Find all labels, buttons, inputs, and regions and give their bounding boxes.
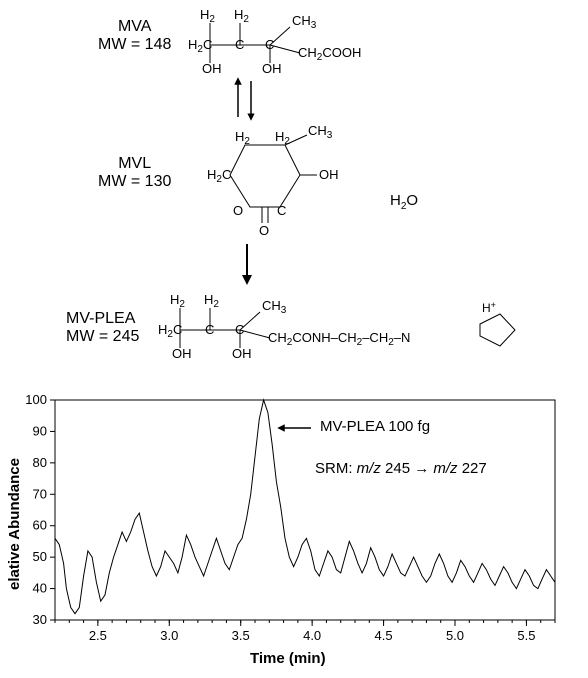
mvl-mw: MW = 130 [98, 173, 171, 191]
svg-text:4.0: 4.0 [303, 628, 321, 643]
svg-text:C: C [277, 203, 286, 218]
svg-text:C: C [235, 322, 244, 337]
mvplea-mw: MW = 245 [66, 328, 139, 346]
srm-annotation: SRM: m/z 245 → m/z 227 [315, 460, 487, 477]
svg-text:5.5: 5.5 [517, 628, 535, 643]
srm-val1: 245 → [381, 460, 434, 477]
peak-annotation: MV-PLEA 100 fg [320, 418, 430, 435]
svg-text:CH3: CH3 [262, 298, 287, 316]
svg-text:O: O [233, 203, 243, 218]
equilibrium-arrow [225, 75, 265, 123]
down-arrow [232, 240, 262, 288]
mvplea-name: MV-PLEA [66, 310, 135, 327]
mvplea-label: MV-PLEA MW = 245 [66, 310, 139, 346]
mva-mw: MW = 148 [98, 36, 171, 54]
water-byproduct: H2O [365, 175, 418, 229]
srm-prefix: SRM: [315, 460, 357, 477]
svg-text:4.5: 4.5 [375, 628, 393, 643]
svg-text:C: C [235, 37, 244, 52]
svg-text:5.0: 5.0 [446, 628, 464, 643]
svg-text:C: C [265, 37, 274, 52]
y-axis-label: elative Abundance [6, 458, 23, 590]
svg-text:H2: H2 [170, 292, 185, 310]
svg-text:H2: H2 [204, 292, 219, 310]
svg-text:OH: OH [232, 346, 252, 361]
svg-text:40: 40 [33, 581, 47, 596]
mva-label: MVA MW = 148 [98, 18, 171, 54]
mvl-structure: H2 H2 H2C CH3 OH O C O [195, 125, 355, 240]
svg-text:H2: H2 [200, 7, 215, 25]
h2o-h: H [390, 192, 401, 209]
svg-text:3.0: 3.0 [160, 628, 178, 643]
srm-val2: 227 [458, 460, 487, 477]
mva-name: MVA [118, 18, 151, 35]
x-axis-label: Time (min) [250, 650, 326, 667]
svg-text:90: 90 [33, 423, 47, 438]
svg-text:2.5: 2.5 [89, 628, 107, 643]
svg-text:OH: OH [172, 346, 192, 361]
svg-text:H2: H2 [275, 129, 290, 147]
srm-mz1: m/z [357, 460, 381, 477]
svg-text:50: 50 [33, 549, 47, 564]
svg-text:H+: H+ [482, 300, 496, 315]
svg-text:3.5: 3.5 [232, 628, 250, 643]
mvplea-structure: H2 H2 H2C C C CH3 CH2CONH–CH2–CH2–N OH O… [150, 290, 550, 370]
svg-text:CH2CONH–CH2–CH2–N: CH2CONH–CH2–CH2–N [268, 330, 410, 348]
svg-text:30: 30 [33, 612, 47, 627]
svg-text:80: 80 [33, 455, 47, 470]
svg-text:CH3: CH3 [292, 13, 317, 31]
figure-root: MVA MW = 148 H2 H [0, 0, 588, 678]
svg-text:CH2COOH: CH2COOH [298, 45, 361, 63]
svg-text:O: O [259, 223, 269, 238]
svg-text:H2: H2 [235, 129, 250, 147]
h2o-o: O [406, 192, 418, 209]
svg-text:70: 70 [33, 486, 47, 501]
peak-arrow-icon [275, 418, 315, 438]
mvl-label: MVL MW = 130 [98, 155, 171, 191]
svg-text:OH: OH [202, 61, 222, 75]
svg-text:60: 60 [33, 518, 47, 533]
svg-text:H2C: H2C [207, 167, 231, 185]
srm-mz2: m/z [433, 460, 457, 477]
reaction-diagram: MVA MW = 148 H2 H [0, 0, 588, 380]
svg-text:100: 100 [25, 392, 47, 407]
mvl-name: MVL [118, 155, 151, 172]
svg-text:H2C: H2C [158, 322, 182, 340]
svg-text:C: C [205, 322, 214, 337]
svg-text:CH3: CH3 [308, 125, 333, 141]
svg-text:H2: H2 [234, 7, 249, 25]
svg-text:H2C: H2C [188, 37, 212, 55]
svg-text:OH: OH [262, 61, 282, 75]
mva-structure: H2 H2 H2C C C CH3 CH2COOH OH OH [180, 5, 410, 75]
svg-text:OH: OH [319, 167, 339, 182]
chromatogram-chart: 30405060708090100 2.53.03.54.04.55.05.5 … [10, 390, 570, 670]
